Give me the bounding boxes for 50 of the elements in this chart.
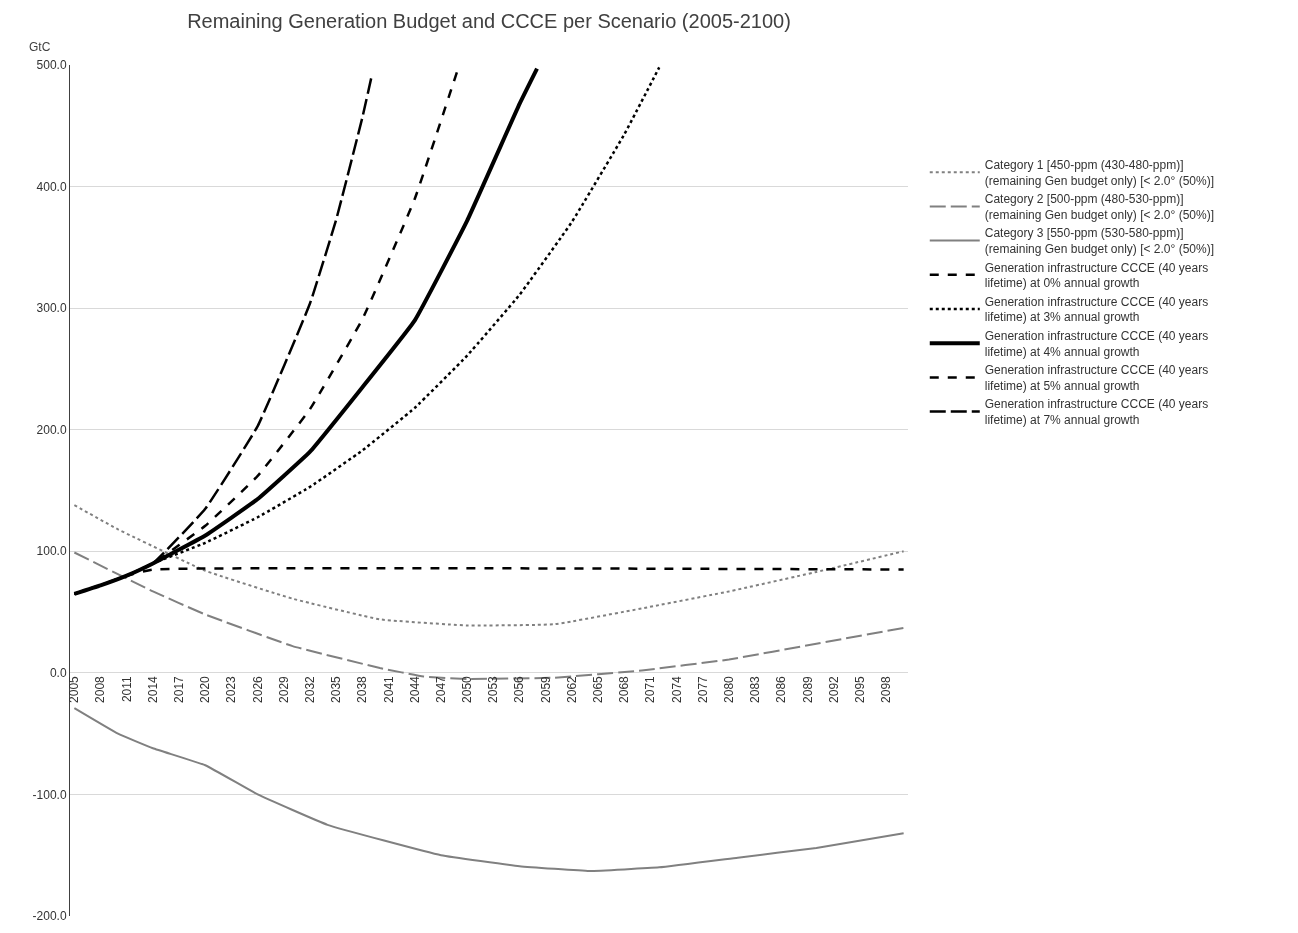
y-tick-label: 300.0 [36, 301, 67, 316]
x-tick-label: 2083 [748, 675, 763, 703]
legend-label: Category 1 [450-ppm (430-480-ppm)] (remaining Gen budget only) [< 2.0° (50%)] [984, 158, 1215, 188]
y-tick-label: 0.0 [49, 666, 67, 681]
x-tick-label: 2059 [538, 675, 553, 703]
x-tick-label: 2035 [329, 675, 344, 703]
x-tick-label: 2080 [721, 675, 736, 703]
x-tick-label: 2095 [852, 675, 867, 703]
x-tick-label: 2038 [355, 675, 370, 703]
y-tick-label: 100.0 [36, 544, 67, 559]
x-tick-label: 2044 [407, 675, 422, 703]
x-tick-label: 2053 [486, 675, 501, 703]
x-tick-label: 2026 [250, 675, 265, 703]
x-tick-label: 2017 [172, 675, 187, 703]
y-tick-label: 400.0 [36, 179, 67, 194]
x-tick-label: 2041 [381, 675, 396, 703]
x-tick-label: 2065 [591, 675, 606, 703]
x-tick-label: 2011 [119, 675, 134, 703]
x-tick-label: 2047 [433, 675, 448, 703]
x-tick-label: 2050 [460, 675, 475, 703]
y-tick-label: -200.0 [32, 909, 67, 924]
x-tick-label: 2023 [224, 675, 239, 703]
x-tick-label: 2062 [564, 675, 579, 703]
legend-label: Generation infrastructure CCCE (40 years lifetime) at 7% annual growth [984, 397, 1209, 428]
x-tick-label: 2086 [774, 675, 789, 703]
x-tick-label: 2014 [145, 675, 160, 703]
x-tick-label: 2008 [93, 675, 108, 703]
legend-label: Category 2 [500-ppm (480-530-ppm)] (remaining Gen budget only) [< 2.0° (50%)] [984, 192, 1215, 222]
y-tick-label: 500.0 [36, 58, 67, 73]
legend-label: Generation infrastructure CCCE (40 years lifetime) at 0% annual growth [984, 260, 1209, 291]
x-tick-label: 2098 [879, 675, 894, 703]
legend-label: Generation infrastructure CCCE (40 years lifetime) at 5% annual growth [984, 363, 1209, 393]
x-tick-label: 2029 [276, 675, 291, 703]
x-tick-label: 2020 [198, 675, 213, 703]
chart-title: Remaining Generation Budget and CCCE per Scenario (2005-2100) [187, 9, 791, 32]
x-tick-label: 2005 [67, 675, 82, 703]
y-axis-title: GtC [29, 40, 51, 54]
x-tick-label: 2092 [826, 675, 841, 703]
x-tick-label: 2068 [617, 675, 632, 703]
legend-label: Category 3 [550-ppm (530-580-ppm)] (remaining Gen budget only) [< 2.0° (50%)] [984, 226, 1215, 257]
y-tick-label: -100.0 [32, 787, 67, 802]
x-tick-label: 2074 [669, 675, 684, 703]
x-tick-label: 2077 [695, 675, 710, 703]
legend-label: Generation infrastructure CCCE (40 years lifetime) at 4% annual growth [984, 329, 1209, 359]
x-tick-label: 2032 [302, 675, 317, 703]
y-tick-label: 200.0 [36, 422, 67, 437]
legend-label: Generation infrastructure CCCE (40 years lifetime) at 3% annual growth [984, 294, 1209, 325]
x-tick-label: 2056 [512, 675, 527, 703]
x-tick-label: 2071 [643, 675, 658, 703]
x-tick-label: 2089 [800, 675, 815, 703]
